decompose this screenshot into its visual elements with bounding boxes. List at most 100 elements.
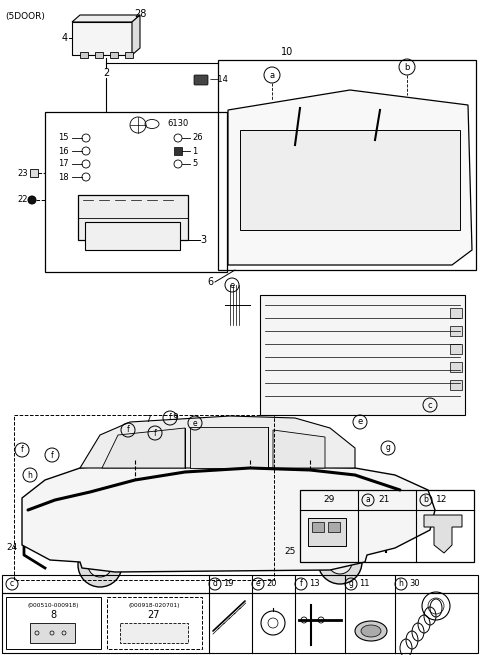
Text: 6130: 6130 bbox=[167, 119, 188, 128]
Bar bbox=[450, 308, 462, 318]
Text: c: c bbox=[10, 580, 14, 588]
Text: b: b bbox=[404, 62, 410, 71]
Bar bbox=[174, 147, 182, 155]
Bar bbox=[45, 112, 227, 272]
Text: 15: 15 bbox=[58, 134, 69, 143]
Circle shape bbox=[335, 557, 345, 567]
Bar bbox=[6, 597, 101, 649]
Bar bbox=[312, 522, 324, 532]
Text: 8: 8 bbox=[50, 610, 56, 620]
Text: f: f bbox=[168, 413, 171, 422]
Text: 21: 21 bbox=[378, 495, 389, 504]
Text: 10: 10 bbox=[281, 47, 293, 57]
Text: 25: 25 bbox=[284, 548, 296, 557]
Text: 22: 22 bbox=[17, 195, 28, 204]
Text: 20: 20 bbox=[266, 580, 276, 588]
Text: 9: 9 bbox=[172, 413, 178, 422]
Text: f: f bbox=[300, 580, 302, 588]
Bar bbox=[30, 623, 75, 643]
Text: 13: 13 bbox=[309, 580, 320, 588]
Bar bbox=[78, 195, 188, 240]
Polygon shape bbox=[132, 15, 140, 55]
Circle shape bbox=[28, 196, 36, 204]
Bar bbox=[218, 60, 476, 270]
Bar bbox=[308, 518, 346, 546]
Text: g: g bbox=[348, 580, 353, 588]
Polygon shape bbox=[80, 416, 355, 468]
Text: a: a bbox=[366, 495, 371, 504]
Bar bbox=[450, 380, 462, 390]
Bar bbox=[260, 295, 465, 415]
Bar bbox=[2, 575, 478, 593]
Bar bbox=[80, 52, 88, 58]
Text: a: a bbox=[269, 71, 275, 79]
Text: d: d bbox=[213, 580, 217, 588]
Circle shape bbox=[328, 550, 352, 574]
Bar bbox=[95, 52, 103, 58]
Circle shape bbox=[318, 540, 362, 584]
Bar bbox=[240, 130, 460, 230]
Text: 18: 18 bbox=[58, 172, 69, 181]
Text: 12: 12 bbox=[436, 495, 447, 504]
Text: 5: 5 bbox=[192, 160, 197, 168]
Text: f: f bbox=[50, 451, 53, 460]
Text: b: b bbox=[423, 495, 429, 504]
Text: 11: 11 bbox=[359, 580, 370, 588]
Polygon shape bbox=[72, 22, 132, 55]
Bar bbox=[450, 344, 462, 354]
Bar bbox=[85, 222, 180, 250]
Text: e: e bbox=[358, 417, 362, 426]
Circle shape bbox=[95, 560, 105, 570]
Text: 3: 3 bbox=[200, 235, 206, 245]
Bar bbox=[125, 52, 133, 58]
Bar bbox=[2, 593, 478, 653]
Text: 24: 24 bbox=[7, 544, 18, 553]
Polygon shape bbox=[424, 515, 462, 553]
Text: —14: —14 bbox=[210, 75, 229, 84]
Circle shape bbox=[88, 553, 112, 577]
Text: f: f bbox=[154, 428, 156, 438]
Bar bbox=[107, 597, 202, 649]
Text: 1: 1 bbox=[192, 147, 197, 155]
Text: (5DOOR): (5DOOR) bbox=[5, 12, 45, 21]
Polygon shape bbox=[102, 428, 185, 468]
Bar bbox=[30, 169, 38, 177]
Bar bbox=[110, 52, 118, 58]
Text: e: e bbox=[229, 280, 235, 290]
Text: c: c bbox=[428, 400, 432, 409]
Text: f: f bbox=[127, 426, 130, 434]
Text: e: e bbox=[256, 580, 260, 588]
Polygon shape bbox=[228, 90, 472, 265]
Text: 27: 27 bbox=[148, 610, 160, 620]
Bar bbox=[300, 490, 474, 562]
Text: g: g bbox=[385, 443, 390, 453]
Text: (000510-000918): (000510-000918) bbox=[27, 603, 79, 607]
Text: f: f bbox=[21, 445, 24, 455]
Circle shape bbox=[78, 543, 122, 587]
Text: 16: 16 bbox=[58, 147, 69, 155]
Text: 19: 19 bbox=[223, 580, 233, 588]
Bar bbox=[450, 326, 462, 336]
Text: 28: 28 bbox=[134, 9, 146, 19]
Text: e: e bbox=[192, 419, 197, 428]
Bar bbox=[14, 415, 274, 580]
Polygon shape bbox=[190, 427, 268, 468]
Bar bbox=[450, 362, 462, 372]
Text: h: h bbox=[398, 580, 403, 588]
Bar bbox=[328, 522, 340, 532]
Text: 2: 2 bbox=[103, 68, 109, 78]
Text: 4: 4 bbox=[62, 33, 68, 43]
Bar bbox=[120, 623, 188, 643]
Text: 29: 29 bbox=[324, 495, 335, 504]
Text: (000918-020701): (000918-020701) bbox=[128, 603, 180, 607]
Text: 26: 26 bbox=[192, 134, 203, 143]
Polygon shape bbox=[273, 430, 325, 468]
Text: 6: 6 bbox=[207, 277, 213, 287]
Text: 17: 17 bbox=[58, 160, 69, 168]
Ellipse shape bbox=[361, 625, 381, 637]
Text: h: h bbox=[27, 470, 33, 479]
Polygon shape bbox=[22, 463, 435, 572]
Polygon shape bbox=[72, 15, 140, 22]
Text: 30: 30 bbox=[409, 580, 420, 588]
Text: 7: 7 bbox=[145, 415, 151, 424]
